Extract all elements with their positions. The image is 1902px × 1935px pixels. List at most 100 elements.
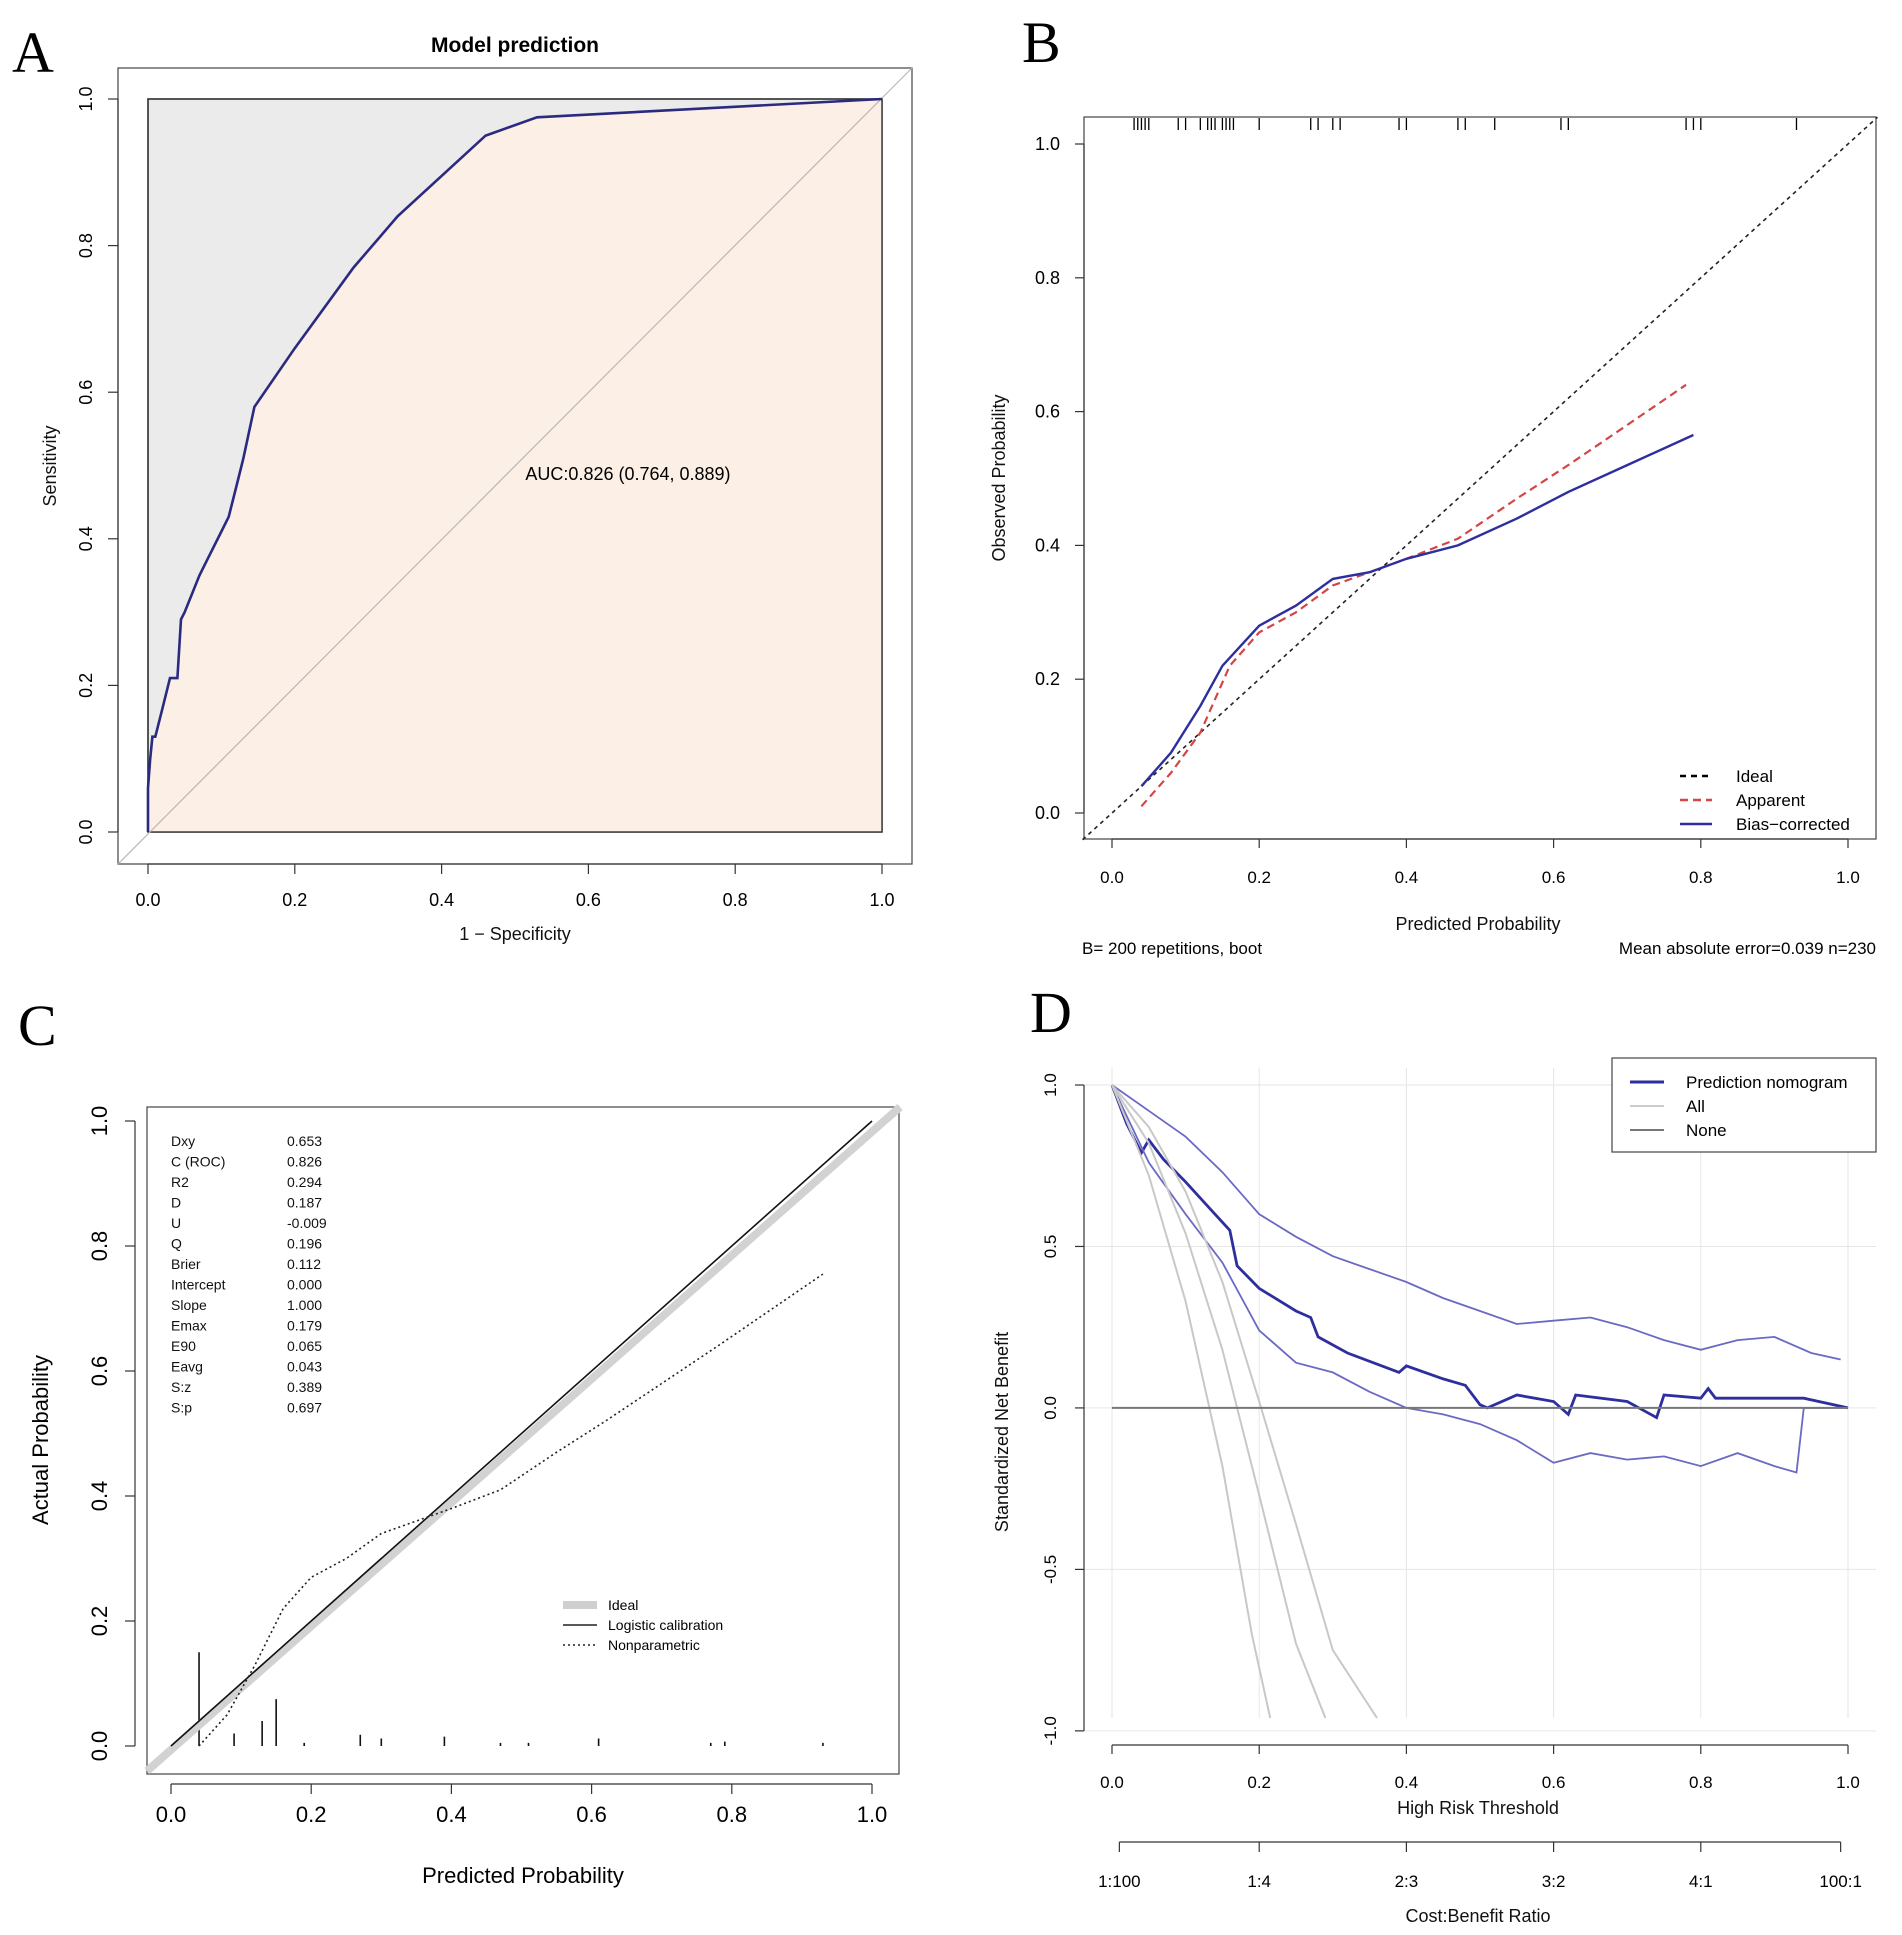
chart-d-y-tick-label: 0.5 [1041,1235,1060,1259]
stat-label: R2 [171,1174,189,1190]
stat-label: S:p [171,1400,192,1416]
apparent-line [1140,383,1687,808]
chart-a-y-tick-label: 0.0 [76,819,96,844]
panel-b-letter: B [1022,10,1061,75]
chart-b-x-tick-label: 0.8 [1689,868,1713,887]
chart-b-y-tick-label: 0.6 [1035,402,1060,422]
chart-c-y-tick-label: 0.8 [87,1231,112,1262]
chart-d-x-tick-label: 0.2 [1247,1773,1271,1792]
stat-value: 0.112 [287,1256,321,1272]
chart-a-y-tick-label: 0.2 [76,673,96,698]
stat-value: 0.697 [287,1400,322,1416]
treat-all-line [1111,1084,1378,1719]
chart-d-ylabel: Standardized Net Benefit [992,1332,1012,1532]
chart-d-y-tick-label: -1.0 [1041,1716,1060,1745]
legend-d-nomogram: Prediction nomogram [1686,1073,1848,1092]
legend-b-ideal: Ideal [1736,767,1773,786]
chart-c-x-tick-label: 0.4 [436,1802,467,1827]
stat-label: Q [171,1236,182,1252]
stat-value: 0.389 [287,1379,322,1395]
chart-a-y-tick-label: 1.0 [76,86,96,111]
chart-a-y-tick-label: 0.6 [76,380,96,405]
roc-inner-frame [147,98,883,833]
chart-a-title: Model prediction [431,34,599,57]
ideal-line [144,1103,903,1775]
chart-a-x-tick-label: 0.6 [576,890,601,910]
chart-b-footnote-left: B= 200 repetitions, boot [1082,939,1262,958]
chart-a-x-tick-label: 1.0 [869,890,894,910]
chart-d-y-tick-label: 0.0 [1041,1396,1060,1420]
chart-a-y-tick-label: 0.4 [76,526,96,551]
chart-b-y-tick-label: 1.0 [1035,134,1060,154]
panel-d-chart: High Risk Threshold Cost:Benefit Ratio S… [992,1057,1877,1926]
stat-label: Slope [171,1297,207,1313]
chart-b-x-tick-label: 0.2 [1247,868,1271,887]
chart-d-y-tick-label: 1.0 [1041,1073,1060,1097]
chart-b-x-tick-label: 0.0 [1100,868,1124,887]
cost-benefit-tick-label: 2:3 [1395,1872,1419,1891]
cost-benefit-tick-label: 1:4 [1247,1872,1271,1891]
legend-d-none: None [1686,1121,1727,1140]
panel-a-letter: A [12,20,54,85]
stat-value: 0.065 [287,1338,322,1354]
panel-c-chart: Predicted Probability Actual Probability… [28,1103,903,1888]
cost-benefit-tick-label: 1:100 [1098,1872,1141,1891]
legend-c-logistic: Logistic calibration [608,1617,723,1633]
chart-c-x-tick-label: 0.0 [156,1802,187,1827]
stat-label: S:z [171,1379,191,1395]
treat-all-lower-line [1111,1084,1272,1719]
stat-label: E90 [171,1338,196,1354]
chart-c-x-tick-label: 1.0 [857,1802,888,1827]
chart-d-x-tick-label: 0.8 [1689,1773,1713,1792]
ideal-line [1082,116,1878,841]
chart-b-x-tick-label: 0.4 [1395,868,1419,887]
roc-curve [146,97,883,832]
chart-d-legend: Prediction nomogram All None [1611,1057,1877,1153]
stat-label: D [171,1195,181,1211]
legend-b-apparent: Apparent [1736,791,1805,810]
chart-a-x-tick-label: 0.2 [282,890,307,910]
chart-c-y-tick-label: 0.2 [87,1606,112,1637]
chart-a-x-tick-label: 0.0 [135,890,160,910]
chart-b-x-tick-label: 0.6 [1542,868,1566,887]
plot-frame-c [146,1106,900,1775]
stat-value: 0.826 [287,1154,322,1170]
chart-c-y-tick-label: 0.4 [87,1481,112,1512]
stat-value: 1.000 [287,1297,322,1313]
chart-b-ylabel: Observed Probability [989,394,1009,561]
chart-b-footnote-right: Mean absolute error=0.039 n=230 [1619,939,1876,958]
legend-c-ideal: Ideal [608,1597,638,1613]
chart-a-xlabel: 1 − Specificity [459,924,571,944]
panel-b-chart: Predicted Probability Observed Probabili… [989,116,1878,958]
chart-d-xlabel2: Cost:Benefit Ratio [1405,1906,1550,1926]
stat-label: Brier [171,1256,201,1272]
stat-value: 0.653 [287,1133,322,1149]
stat-label: Eavg [171,1359,203,1375]
logistic-calibration-line [170,1120,873,1747]
chart-c-ylabel: Actual Probability [28,1355,53,1525]
stat-label: Dxy [171,1133,195,1149]
treat-all-upper-line [1111,1084,1327,1719]
chart-c-x-tick-label: 0.8 [717,1802,748,1827]
chart-d-x-tick-label: 0.0 [1100,1773,1124,1792]
cost-benefit-tick-label: 100:1 [1819,1872,1862,1891]
cost-benefit-tick-label: 3:2 [1542,1872,1566,1891]
panel-c-letter: C [18,993,57,1058]
legend-b-biascorr: Bias−corrected [1736,815,1850,834]
chart-d-x-tick-label: 1.0 [1836,1773,1860,1792]
plot-area-d [1084,1068,1876,1718]
stat-label: U [171,1215,181,1231]
chart-a-x-tick-label: 0.8 [723,890,748,910]
chart-c-x-tick-label: 0.2 [296,1802,327,1827]
chart-b-y-tick-label: 0.0 [1035,803,1060,823]
chart-b-x-tick-label: 1.0 [1836,868,1860,887]
nomogram-ci-lower-line [1111,1084,1848,1474]
chart-c-xlabel: Predicted Probability [422,1863,624,1888]
chart-b-y-tick-label: 0.2 [1035,669,1060,689]
stat-value: -0.009 [287,1215,327,1231]
chart-d-x-tick-label: 0.4 [1395,1773,1419,1792]
chart-b-y-tick-label: 0.4 [1035,535,1060,555]
stat-value: 0.196 [287,1236,322,1252]
chart-a-ylabel: Sensitivity [40,425,60,506]
roc-chance-diagonal [117,67,913,865]
